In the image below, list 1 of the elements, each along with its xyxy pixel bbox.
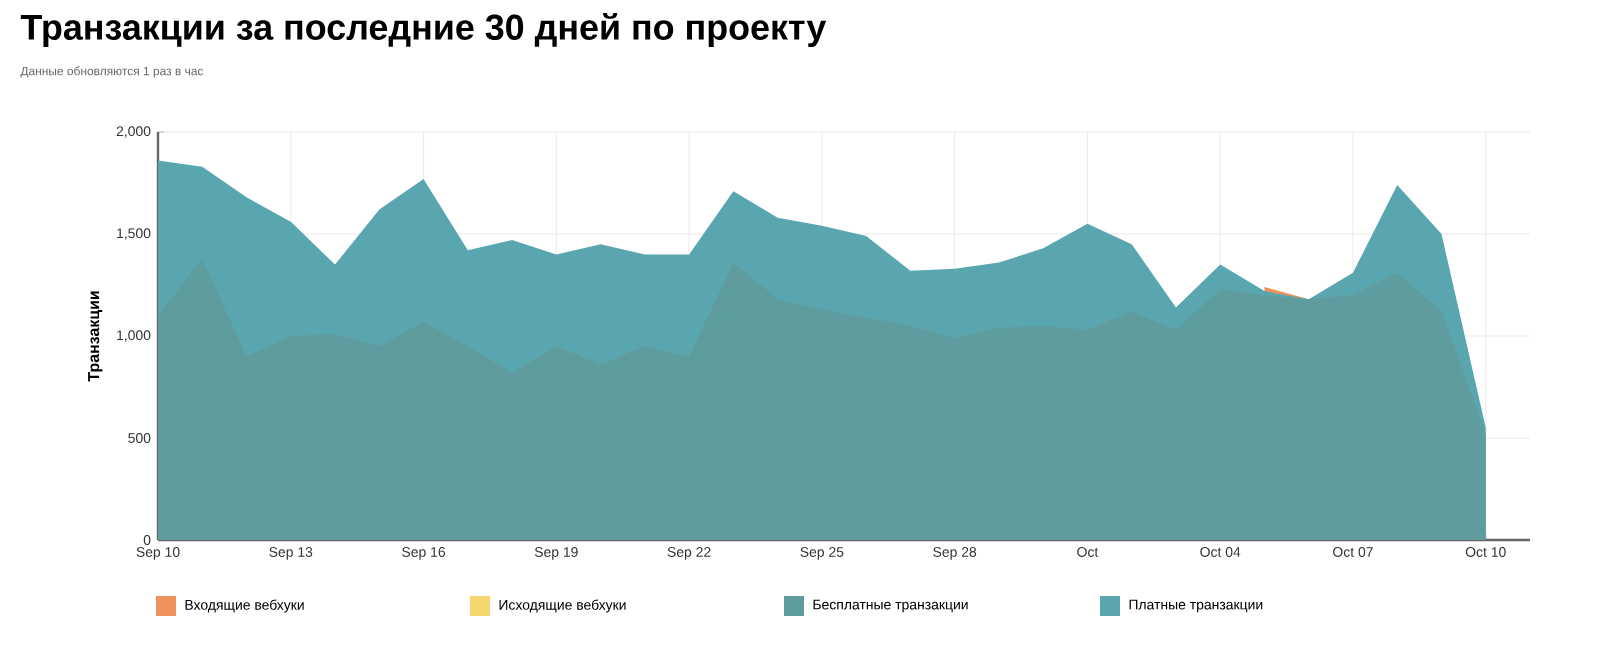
chart-title: Транзакции за последние 30 дней по проекту <box>20 12 827 48</box>
